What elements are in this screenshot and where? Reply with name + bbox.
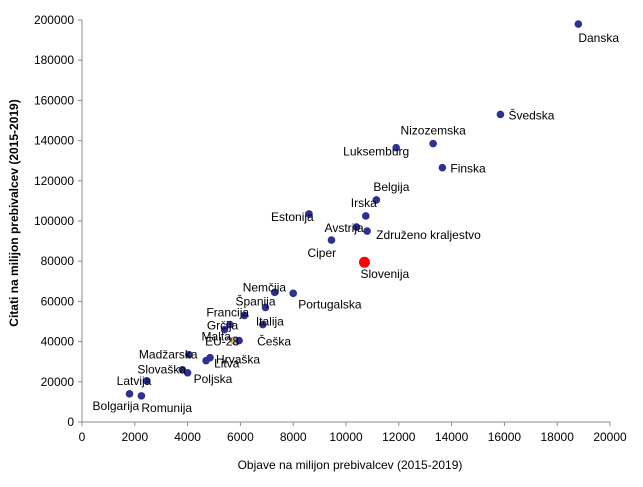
point-label: Romunija [141, 401, 192, 415]
point-label: Irska [351, 196, 377, 210]
y-tick-label: 100000 [34, 214, 74, 228]
x-tick-label: 12000 [382, 430, 416, 444]
point-label: Nizozemska [400, 124, 466, 138]
x-tick-label: 2000 [121, 430, 148, 444]
data-point-italija [259, 320, 267, 329]
y-tick-label: 120000 [34, 174, 74, 188]
tick-labels: 0 2000 4000 6000 8000 10000 12000 14000 16000 180… [34, 13, 627, 444]
data-point-grčija [226, 320, 234, 329]
x-tick-label: 0 [79, 430, 86, 444]
y-tick-label: 180000 [34, 53, 74, 67]
data-point-danska [574, 20, 583, 28]
point-label: Malta [202, 330, 232, 344]
y-tick-label: 0 [67, 415, 74, 429]
x-tick-label: 18000 [541, 430, 575, 444]
data-point-poljska [183, 368, 192, 377]
point-label: Ciper [307, 246, 336, 260]
x-tick-label: 4000 [174, 430, 201, 444]
point-label: Luksemburg [343, 145, 409, 159]
data-point-litva [202, 356, 210, 365]
point-label: Madžarska [139, 348, 198, 362]
data-point-madžarska [185, 350, 193, 359]
data-point-avstrija [352, 223, 361, 231]
data-point-nemčija [270, 288, 279, 297]
x-axis-title: Objave na milijon prebivalcev (2015-2019… [238, 458, 463, 472]
point-label: Finska [450, 162, 486, 176]
point-label: Litva [214, 357, 240, 371]
point-label: Slovenija [360, 267, 409, 281]
point-label: Češka [257, 334, 291, 349]
data-point-malta [220, 325, 229, 334]
data-point-portugalska [289, 289, 298, 298]
y-tick-label: 20000 [41, 375, 75, 389]
x-tick-label: 8000 [280, 430, 307, 444]
y-tick-label: 40000 [41, 335, 75, 349]
point-label: Latvija [117, 374, 152, 388]
point-label: Grčija [207, 319, 239, 333]
point-label: Združeno kraljestvo [376, 228, 481, 242]
data-point-združeno-kraljestvo [363, 227, 371, 235]
y-tick-label: 80000 [41, 254, 75, 268]
data-point-španija [261, 303, 270, 312]
data-point-francija [240, 311, 249, 320]
x-tick-label: 14000 [435, 430, 469, 444]
data-point-luksemburg [392, 143, 400, 152]
y-tick-label: 200000 [34, 13, 74, 27]
data-points [125, 20, 583, 400]
data-point-romunija [137, 392, 146, 400]
point-label: Nemčija [243, 280, 287, 294]
y-tick-label: 160000 [34, 93, 74, 107]
x-tick-label: 16000 [488, 430, 522, 444]
data-point-nizozemska [429, 139, 437, 148]
y-tick-label: 140000 [34, 134, 74, 148]
y-tick-label: 60000 [41, 294, 75, 308]
point-label: Bolgarija [93, 399, 140, 413]
axes [78, 19, 611, 426]
data-point-estonija [305, 210, 313, 218]
data-point-bolgarija [125, 390, 134, 398]
x-tick-label: 6000 [227, 430, 254, 444]
data-point-švedska [496, 110, 505, 119]
point-labels: Danska Švedska Nizozemska Luksemburg Finska B… [93, 31, 620, 415]
point-label: Švedska [508, 107, 554, 122]
point-label: EU-28 [205, 335, 239, 349]
x-tick-label: 10000 [329, 430, 363, 444]
y-axis-title: Citati na milijon prebivalcev (2015-2019… [7, 99, 21, 326]
point-label: Francija [206, 305, 249, 319]
data-point-slovenija [358, 256, 370, 268]
point-label: Avstrija [325, 221, 364, 235]
point-label: Poljska [194, 372, 233, 386]
data-point-irska [362, 212, 370, 220]
point-label: Danska [578, 31, 619, 45]
point-label: Estonija [271, 210, 314, 224]
data-point-ciper [327, 236, 336, 244]
data-point-belgija [372, 196, 381, 204]
point-label: Portugalska [298, 297, 362, 311]
data-point-češka [235, 336, 243, 345]
data-point-finska [438, 163, 447, 172]
point-label: Hrvaška [216, 353, 260, 367]
point-label: Belgija [373, 180, 409, 194]
point-label: Italija [256, 315, 284, 329]
point-label: Španija [235, 293, 275, 308]
point-label: Slovaška [137, 363, 186, 377]
x-tick-label: 20000 [593, 430, 627, 444]
data-point-latvija [142, 376, 151, 385]
